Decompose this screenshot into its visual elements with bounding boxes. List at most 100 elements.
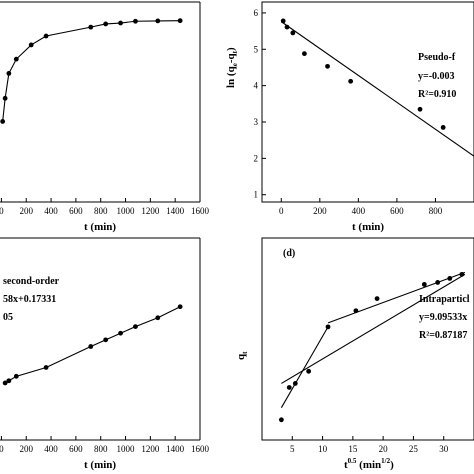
panel-c-xtick-label: 600 (69, 444, 83, 454)
panel-a-data-point (118, 20, 123, 26)
panel-c-series-line (4, 306, 181, 384)
panel-c-equation: 58x+0.17331 (3, 294, 56, 305)
panel-c-r2: 05 (3, 312, 13, 323)
panel-c-data-point (13, 373, 19, 379)
panel-b-xtick-label: 600 (390, 206, 404, 216)
panel-b-xlabel: t (min) (352, 221, 384, 233)
panel-a-xtick-label: 200 (19, 206, 33, 216)
panel-d-label: (d) (283, 248, 295, 259)
panel-b-xtick-label: 400 (352, 206, 366, 216)
panel-a-data-point (88, 24, 94, 30)
panel-c-plot: 0 200 400 600 800 1000 1200 1400 1600 (0, 304, 210, 454)
panel-b-ylabel: ln (qe-qt) (225, 47, 239, 88)
panel-b-ytick-label: 3 (254, 117, 259, 127)
panel-d-data-point (325, 324, 331, 330)
panel-d-data-point (374, 296, 380, 301)
panel-d-data-point (421, 282, 427, 287)
panel-d-data-point (435, 280, 441, 285)
panel-b-data-point (440, 125, 446, 130)
panel-c-xtick-label: 1600 (191, 444, 210, 454)
panel-c-xtick-label: 0 (0, 444, 4, 454)
panel-a-data-point (0, 119, 6, 124)
panel-d-data-point (447, 276, 453, 281)
panel-b-ytick-label: 6 (254, 8, 259, 18)
panel-a-data-point (155, 18, 161, 24)
panel-a-xtick-label: 600 (69, 206, 83, 216)
panel-d-model-label: Intraparticl (419, 294, 470, 305)
panel-a-xlabel: t (min) (84, 221, 116, 233)
panel-c-data-point (2, 380, 8, 386)
panel-b-r2: R²=0.910 (418, 89, 456, 100)
panel-b-xtick-label: 800 (429, 206, 443, 216)
panel-b-frame (261, 1, 474, 203)
panel-c-frame (0, 237, 201, 441)
panel-d-data-point (292, 381, 298, 386)
panel-a-plot: 0 200 400 600 800 1000 1200 1400 1600 (0, 18, 210, 216)
panel-c-xtick-label: 1400 (166, 444, 185, 454)
panel-a-data-point (177, 18, 183, 24)
panel-d-data-point (286, 385, 292, 390)
panel-c-data-point (155, 315, 161, 321)
panel-c-model-label: second-order (3, 276, 60, 287)
panel-d-fit-line-1 (327, 271, 466, 324)
panel-a-data-point (133, 18, 138, 24)
panel-d-xtick-label: 25 (409, 444, 419, 454)
panel-c-data-point (133, 324, 138, 330)
panel-b-data-point (417, 106, 423, 112)
panel-c-data-point (43, 365, 49, 370)
panel-b-data-point (290, 30, 296, 36)
panel-d-xtick-label: 10 (318, 444, 328, 454)
panel-d-frame (261, 237, 474, 441)
panel-d-xtick-label: 15 (348, 444, 358, 454)
panel-a-frame (0, 1, 201, 203)
panel-a-xtick-label: 1600 (191, 206, 210, 216)
panel-c-data-point (103, 337, 109, 343)
panel-c-xtick-label: 800 (94, 444, 108, 454)
panel-c-xtick-label: 200 (19, 444, 33, 454)
panel-b-ytick-label: 5 (254, 44, 259, 54)
panel-c-data-point (118, 330, 123, 336)
panel-d-fit-line-2 (281, 273, 466, 384)
panel-a-data-point (6, 71, 12, 76)
panel-d-xtick-label: 5 (290, 444, 295, 454)
panel-b-ytick-label: 2 (254, 153, 259, 163)
panel-d-data-point (306, 368, 312, 374)
panel-c-xtick-label: 1000 (117, 444, 136, 454)
panel-b-data-point (280, 18, 286, 24)
panel-d-data-point (278, 417, 284, 423)
panel-d-r2: R²=0.87187 (419, 330, 467, 341)
panel-b-data-point (284, 24, 290, 30)
panel-d-ylabel: qt (235, 351, 249, 360)
panel-b-data-point (325, 63, 330, 69)
panel-d-data-point (459, 271, 465, 277)
panel-b-data-point (348, 78, 354, 84)
panel-b-fit-line-0 (280, 21, 474, 157)
panel-d-equation: y=9.09533x (419, 312, 467, 323)
panel-b-ytick-label: 4 (254, 81, 259, 91)
panel-d-xtick-label: 30 (439, 444, 449, 454)
panel-b-plot: 0 200 400 600 800 1 2 3 4 5 6 (254, 8, 474, 216)
panel-b-xtick-label: 200 (313, 206, 327, 216)
panel-a-data-point (28, 42, 34, 48)
panel-a-data-point (43, 33, 49, 39)
panel-c-data-point (6, 378, 12, 384)
panel-b-xtick-label: 0 (279, 206, 284, 216)
panel-a-xtick-label: 800 (94, 206, 108, 216)
panel-b-ytick-label: 1 (254, 190, 259, 200)
panel-b-data-point (302, 51, 307, 57)
panel-a-data-point (103, 21, 109, 27)
panel-c-data-point (88, 344, 94, 349)
panel-d-xtick-label: 20 (379, 444, 389, 454)
panel-d-data-point (353, 308, 359, 314)
panel-a-xtick-label: 1400 (166, 206, 185, 216)
panel-b-equation: y=-0.003 (418, 71, 455, 82)
panel-c-xtick-label: 1200 (141, 444, 160, 454)
panel-c-xtick-label: 400 (44, 444, 58, 454)
panel-d-xlabel: t0.5 (min1/2) (344, 457, 394, 471)
panel-d-fit-line-0 (280, 326, 329, 408)
panel-a-xtick-label: 0 (0, 206, 4, 216)
panel-d-plot: 5 10 15 20 25 30 (278, 271, 466, 454)
panel-c-xlabel: t (min) (84, 459, 116, 471)
panel-a-xtick-label: 1000 (117, 206, 136, 216)
